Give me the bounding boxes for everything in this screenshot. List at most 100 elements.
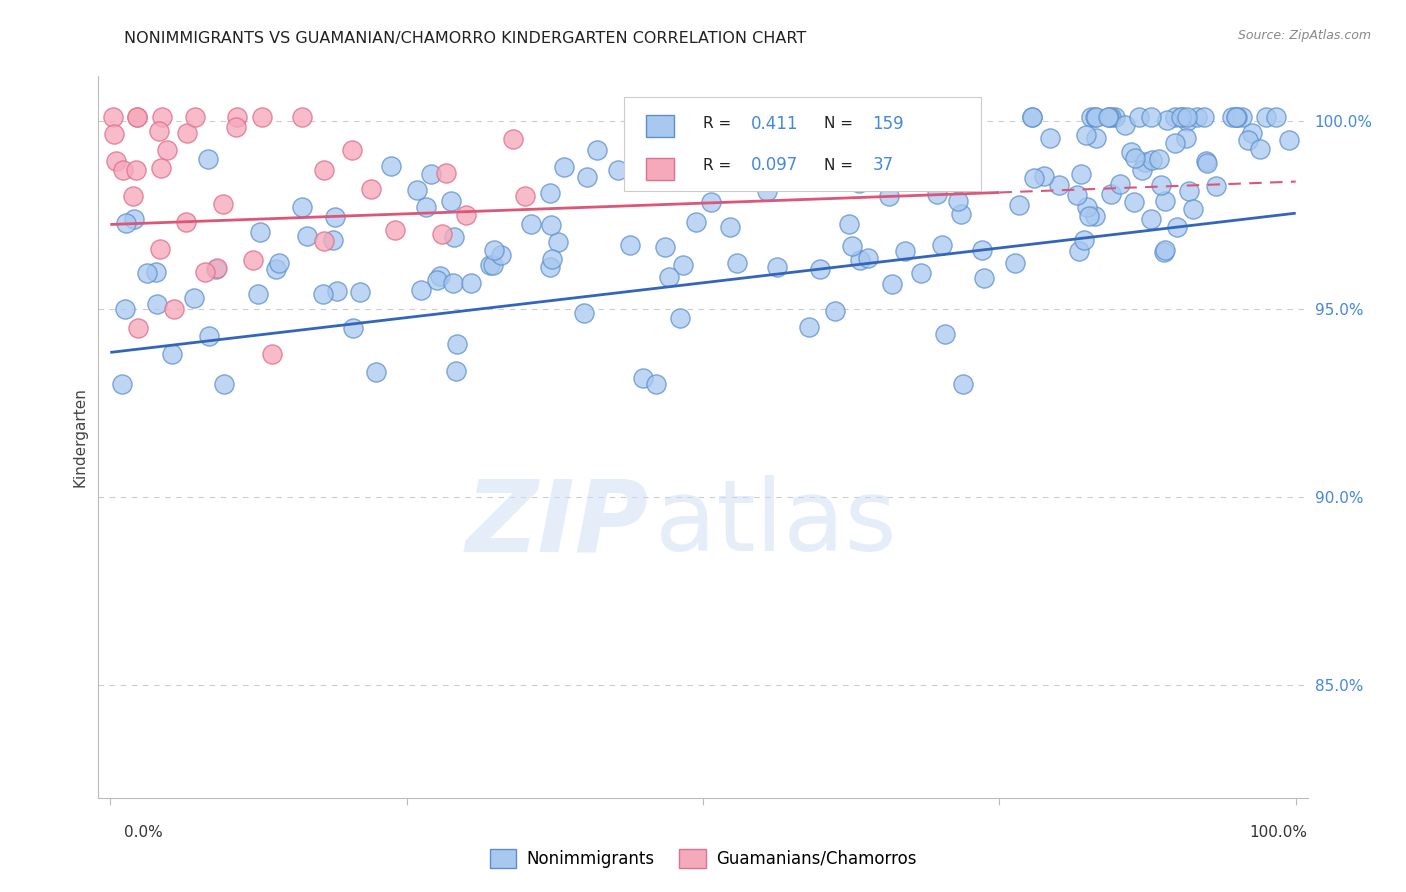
Point (1022, 171, 1045, 186)
Point (115, 216, 138, 230)
Y-axis label: Kindergarten: Kindergarten (72, 387, 87, 487)
Point (312, 162, 335, 177)
Point (797, 320, 820, 334)
Point (1080, 110, 1102, 124)
Point (1278, 133, 1301, 147)
Point (114, 301, 136, 316)
Point (405, 183, 427, 197)
Point (950, 206, 973, 220)
Point (432, 227, 454, 241)
Point (1097, 110, 1119, 124)
Point (225, 120, 247, 134)
Point (586, 144, 609, 158)
Point (242, 253, 264, 268)
Point (700, 194, 723, 209)
Point (247, 287, 270, 301)
Point (266, 262, 288, 277)
FancyBboxPatch shape (647, 115, 673, 137)
Point (1067, 244, 1090, 259)
Point (1076, 200, 1098, 214)
Point (685, 215, 707, 229)
Point (214, 377, 236, 392)
Point (515, 189, 537, 203)
Point (384, 223, 406, 237)
Point (380, 159, 402, 173)
Point (156, 144, 179, 158)
Point (111, 162, 134, 177)
Point (1047, 178, 1070, 192)
Point (342, 144, 364, 158)
Point (1130, 163, 1153, 178)
Point (127, 321, 149, 335)
Point (1166, 219, 1188, 234)
Point (658, 269, 681, 284)
Point (326, 285, 349, 299)
Point (176, 126, 198, 140)
Point (207, 261, 229, 276)
Point (484, 243, 506, 257)
Point (547, 235, 569, 250)
Point (1070, 168, 1092, 182)
Point (1178, 184, 1201, 198)
Point (808, 262, 831, 277)
Point (162, 347, 184, 361)
Point (460, 277, 482, 291)
Point (136, 266, 159, 280)
Point (1073, 233, 1095, 247)
Point (197, 152, 219, 166)
Point (553, 160, 575, 174)
Point (1147, 152, 1170, 166)
Point (934, 327, 956, 342)
Point (415, 200, 437, 214)
Point (1171, 110, 1194, 124)
Point (914, 153, 936, 167)
Point (360, 182, 382, 196)
Point (212, 196, 235, 211)
Point (1195, 153, 1218, 168)
Point (364, 365, 387, 379)
Point (1236, 133, 1258, 147)
Point (672, 258, 695, 272)
Point (1225, 110, 1247, 124)
Point (322, 233, 344, 247)
Point (572, 306, 595, 320)
Point (226, 110, 249, 124)
Point (1225, 110, 1247, 124)
Point (323, 210, 346, 224)
Point (454, 208, 477, 222)
Text: 0.097: 0.097 (751, 156, 799, 174)
Point (349, 285, 371, 300)
Point (856, 251, 879, 265)
Point (184, 110, 207, 124)
Point (149, 242, 172, 256)
Point (946, 194, 969, 209)
Point (669, 311, 692, 326)
Point (824, 304, 846, 318)
Point (540, 219, 562, 233)
Point (1066, 188, 1088, 202)
Point (489, 248, 512, 262)
Point (841, 239, 863, 253)
Point (1205, 179, 1227, 194)
Point (619, 237, 641, 252)
Point (1154, 194, 1177, 208)
Point (1175, 110, 1198, 124)
Text: Source: ZipAtlas.com: Source: ZipAtlas.com (1237, 29, 1371, 42)
Text: 37: 37 (872, 156, 893, 174)
Point (204, 262, 226, 277)
Point (538, 260, 561, 274)
Point (1220, 110, 1243, 124)
Point (1099, 110, 1122, 124)
Point (1174, 131, 1197, 145)
Point (1187, 110, 1209, 124)
Point (1114, 118, 1136, 132)
Text: NONIMMIGRANTS VS GUAMANIAN/CHAMORRO KINDERGARTEN CORRELATION CHART: NONIMMIGRANTS VS GUAMANIAN/CHAMORRO KIND… (124, 31, 806, 46)
Point (1128, 110, 1150, 124)
Point (1140, 110, 1163, 124)
Text: N =: N = (824, 116, 858, 131)
Point (970, 244, 993, 258)
Point (342, 321, 364, 335)
Point (478, 258, 501, 272)
Point (426, 273, 449, 287)
Text: 0.411: 0.411 (751, 115, 799, 133)
